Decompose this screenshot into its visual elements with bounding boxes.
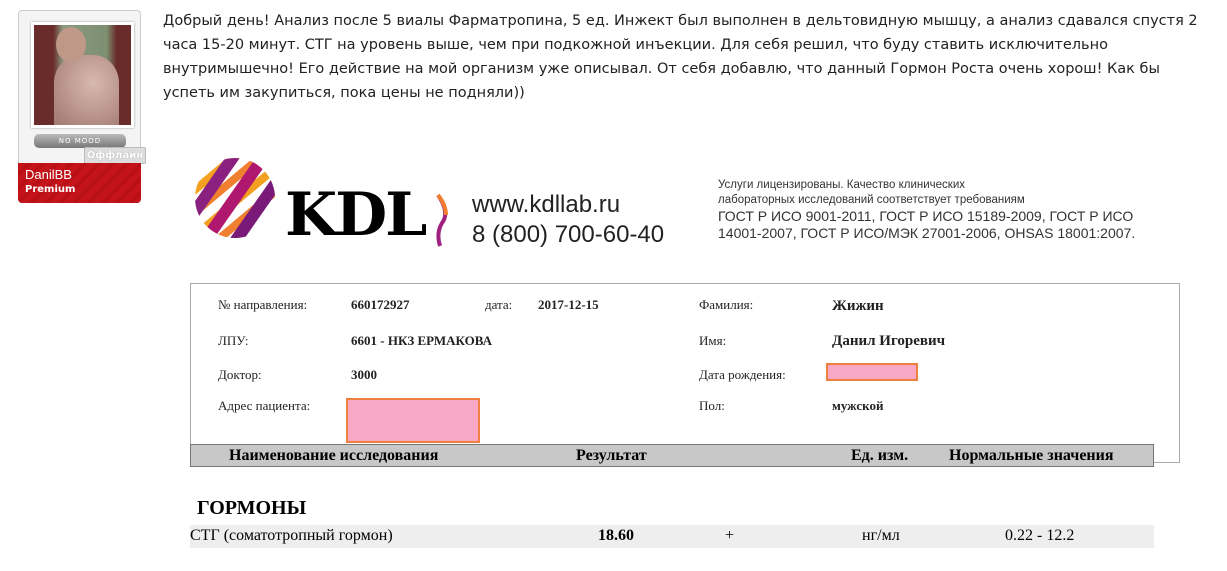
table-row: СТГ (соматотропный гормон) 18.60 + нг/мл… bbox=[190, 525, 1154, 548]
doctor-value: 3000 bbox=[351, 367, 377, 382]
surname-label: Фамилия: bbox=[699, 297, 754, 312]
ref-label: № направления: bbox=[218, 297, 308, 312]
test-flag: + bbox=[725, 527, 735, 544]
status-badge: Оффлайн bbox=[84, 147, 146, 164]
license-line: ГОСТ Р ИСО 9001-2011, ГОСТ Р ИСО 15189-2… bbox=[718, 208, 1134, 224]
kdl-globe-logo-icon bbox=[195, 158, 275, 238]
user-rank: Premium bbox=[25, 184, 76, 195]
results-table-header: Наименование исследования Результат Ед. … bbox=[190, 444, 1154, 467]
name-value: Данил Игоревич bbox=[832, 333, 946, 349]
header-test: Наименование исследования bbox=[229, 447, 439, 464]
header-norm: Нормальные значения bbox=[949, 447, 1114, 464]
dob-label: Дата рождения: bbox=[699, 367, 786, 382]
surname-value: Жижин bbox=[832, 298, 884, 314]
test-name: СТГ (соматотропный гормон) bbox=[190, 527, 393, 544]
doctor-label: Доктор: bbox=[218, 367, 262, 382]
lab-website: www.kdllab.ru bbox=[472, 191, 621, 218]
test-unit: нг/мл bbox=[862, 527, 900, 544]
license-text: Услуги лицензированы. Качество клиническ… bbox=[718, 178, 1135, 242]
kdl-logo-text: KDL bbox=[285, 180, 427, 250]
date-label: дата: bbox=[485, 297, 513, 312]
lab-phone: 8 (800) 700-60-40 bbox=[472, 221, 665, 248]
post-text: Добрый день! Анализ после 5 виалы Фармат… bbox=[163, 13, 1198, 101]
name-label: Имя: bbox=[699, 333, 727, 348]
test-norm: 0.22 - 12.2 bbox=[1005, 527, 1075, 544]
date-value: 2017-12-15 bbox=[538, 297, 599, 312]
lpu-label: ЛПУ: bbox=[218, 333, 249, 348]
address-label: Адрес пациента: bbox=[218, 398, 311, 413]
license-line: 14001-2007, ГОСТ Р ИСО/МЭК 27001-2006, O… bbox=[718, 225, 1136, 241]
ref-value: 660172927 bbox=[351, 297, 410, 312]
license-line: Услуги лицензированы. Качество клиническ… bbox=[718, 179, 965, 191]
avatar[interactable] bbox=[31, 22, 134, 128]
mood-badge: NO MOOD bbox=[34, 134, 126, 148]
user-card: NO MOOD Оффлайн DanilBB Premium bbox=[18, 10, 146, 203]
lab-contacts: www.kdllab.ru 8 (800) 700-60-40 bbox=[472, 190, 664, 250]
header-unit: Ед. изм. bbox=[851, 447, 909, 464]
license-line: лабораторных исследований соответствует … bbox=[718, 194, 1025, 206]
lpu-value: 6601 - НКЗ ЕРМАКОВА bbox=[351, 333, 492, 348]
patient-form bbox=[190, 283, 1180, 463]
address-redacted bbox=[346, 398, 480, 443]
test-result: 18.60 bbox=[598, 527, 634, 544]
header-result: Результат bbox=[576, 447, 647, 464]
dob-redacted bbox=[826, 363, 918, 381]
user-info: DanilBB Premium bbox=[18, 163, 141, 203]
username-link[interactable]: DanilBB bbox=[25, 167, 72, 182]
chevron-logo-icon bbox=[436, 193, 448, 247]
sex-label: Пол: bbox=[699, 398, 725, 413]
sex-value: мужской bbox=[832, 398, 884, 413]
section-title: ГОРМОНЫ bbox=[197, 497, 307, 519]
lab-result-image: KDL www.kdllab.ru 8 (800) 700-60-40 Услу… bbox=[180, 145, 1190, 565]
